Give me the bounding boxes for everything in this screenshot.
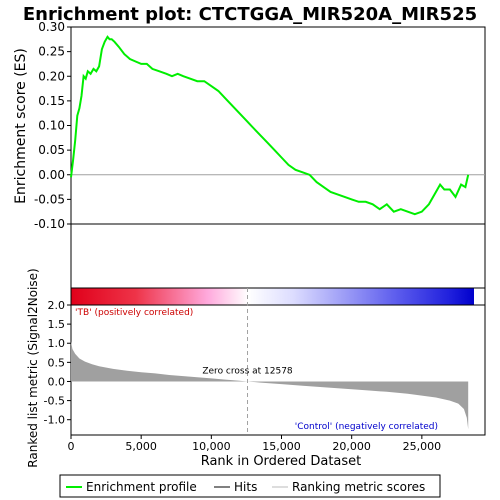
es-ytick-label: 0.25	[38, 45, 65, 59]
xtick-label: 0	[68, 440, 75, 453]
es-ytick-label: -0.05	[34, 192, 65, 206]
xtick-label: 10,000	[192, 440, 231, 453]
metric-area	[71, 341, 469, 430]
es-ytick-label: 0.30	[38, 20, 65, 34]
legend-label-enrichment-profile: Enrichment profile	[86, 480, 197, 494]
xtick-label: 20,000	[332, 440, 371, 453]
es-ytick-label: 0.20	[38, 69, 65, 83]
xtick-label: 15,000	[262, 440, 301, 453]
rank-band-white	[70, 223, 486, 289]
legend-box	[59, 474, 441, 498]
xtick-label: 25,000	[403, 440, 442, 453]
es-ylabel: Enrichment score (ES)	[13, 48, 29, 204]
es-ytick-label: -0.10	[34, 217, 65, 231]
legend-label-hits: Hits	[234, 480, 257, 494]
rank-band-gradient	[71, 288, 474, 305]
x-axis-label: Rank in Ordered Dataset	[201, 454, 362, 469]
rank-band	[70, 223, 486, 306]
es-ytick-label: 0.05	[38, 143, 65, 157]
metric-ylabel: Ranked list metric (Signal2Noise)	[26, 268, 40, 467]
es-y-axis: -0.10 -0.05 0.00 0.05 0.10 0.15 0.20 0.25 0.30	[34, 20, 71, 231]
es-ytick-label: 0.00	[38, 168, 65, 182]
negative-correlated-label: 'Control' (negatively correlated)	[295, 422, 438, 432]
metric-y-axis: -1.0 -0.5 0.0 0.5 1.0 1.5 2.0	[44, 299, 71, 427]
metric-ytick-label: 0.0	[48, 375, 66, 388]
zero-cross-label: Zero cross at 12578	[202, 366, 293, 376]
chart-title: Enrichment plot: CTCTGGA_MIR520A_MIR525	[23, 4, 477, 25]
es-ytick-label: 0.15	[38, 94, 65, 108]
metric-ytick-label: -1.0	[44, 414, 65, 427]
metric-ytick-label: 2.0	[48, 299, 66, 312]
metric-ytick-label: 1.0	[48, 337, 66, 350]
es-panel-frame	[70, 26, 486, 225]
x-axis: 0 5,000 10,000 15,000 20,000 25,000	[68, 435, 442, 453]
metric-ytick-label: 1.5	[48, 318, 66, 331]
es-panel: -0.10 -0.05 0.00 0.05 0.10 0.15 0.20 0.25 0.30 E…	[13, 20, 486, 286]
metric-ytick-label: 0.5	[48, 356, 66, 369]
es-series-line	[70, 35, 470, 216]
xtick-label: 5,000	[125, 440, 157, 453]
es-ytick-label: 0.10	[38, 119, 65, 133]
positive-correlated-label: 'TB' (positively correlated)	[75, 308, 193, 318]
metric-panel: -1.0 -0.5 0.0 0.5 1.0 1.5 2.0 Zero cross at 12…	[26, 268, 486, 468]
legend-label-ranking-metric: Ranking metric scores	[292, 480, 425, 494]
metric-panel-frame	[70, 304, 486, 436]
metric-ytick-label: -0.5	[44, 395, 65, 408]
legend: Enrichment profile Hits Ranking metric s…	[59, 474, 441, 498]
